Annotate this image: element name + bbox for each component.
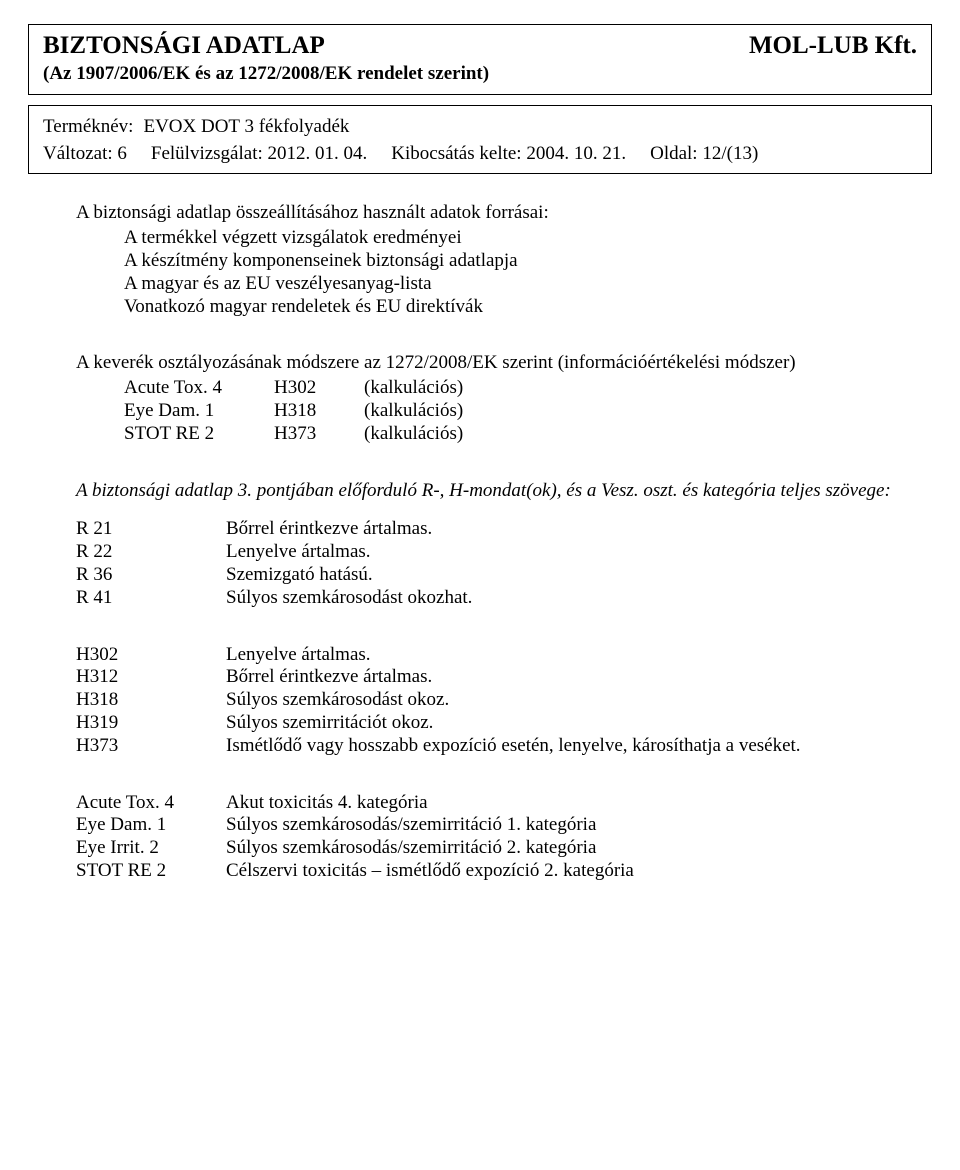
review-date: Felülvizsgálat: 2012. 01. 04. <box>151 143 367 166</box>
r-code: R 22 <box>76 541 226 564</box>
category-row: STOT RE 2 Célszervi toxicitás – ismétlőd… <box>76 860 932 883</box>
header-box-2: Terméknév: EVOX DOT 3 fékfolyadék Változ… <box>28 105 932 175</box>
class-row: Acute Tox. 4 H302 (kalkulációs) <box>124 377 932 400</box>
r-code: R 41 <box>76 587 226 610</box>
source-item: A magyar és az EU veszélyesanyag-lista <box>124 273 932 296</box>
h-text: Súlyos szemirritációt okoz. <box>226 712 932 735</box>
h-text: Lenyelve ártalmas. <box>226 644 932 667</box>
variant: Változat: 6 <box>43 143 127 166</box>
category-row: Eye Irrit. 2 Súlyos szemkárosodás/szemir… <box>76 837 932 860</box>
category-row: Eye Dam. 1 Súlyos szemkárosodás/szemirri… <box>76 814 932 837</box>
r-phrase-row: R 41 Súlyos szemkárosodást okozhat. <box>76 587 932 610</box>
categories-section: Acute Tox. 4 Akut toxicitás 4. kategória… <box>76 792 932 883</box>
product-label: Terméknév: <box>43 116 133 139</box>
h-phrase-row: H302 Lenyelve ártalmas. <box>76 644 932 667</box>
r-code: R 36 <box>76 564 226 587</box>
h-code: H318 <box>76 689 226 712</box>
class-code: Eye Dam. 1 <box>124 400 274 423</box>
sources-section: A biztonsági adatlap összeállításához ha… <box>76 202 932 318</box>
r-phrase-row: R 36 Szemizgató hatású. <box>76 564 932 587</box>
h-code: H302 <box>76 644 226 667</box>
cat-code: STOT RE 2 <box>76 860 226 883</box>
class-method: (kalkulációs) <box>364 423 932 446</box>
class-method: (kalkulációs) <box>364 377 932 400</box>
cat-text: Célszervi toxicitás – ismétlődő expozíci… <box>226 860 932 883</box>
page-number: Oldal: 12/(13) <box>650 143 758 166</box>
phrases-intro: A biztonsági adatlap 3. pontjában előfor… <box>76 480 932 503</box>
cat-text: Súlyos szemkárosodás/szemirritáció 2. ka… <box>226 837 932 860</box>
doc-title: BIZTONSÁGI ADATLAP <box>43 31 325 61</box>
cat-text: Súlyos szemkárosodás/szemirritáció 1. ka… <box>226 814 932 837</box>
r-phrase-row: R 22 Lenyelve ártalmas. <box>76 541 932 564</box>
sources-heading: A biztonsági adatlap összeállításához ha… <box>76 202 932 225</box>
company-name: MOL-LUB Kft. <box>749 31 917 61</box>
phrases-section: A biztonsági adatlap 3. pontjában előfor… <box>76 480 932 610</box>
h-phrase-row: H373 Ismétlődő vagy hosszabb expozíció e… <box>76 735 932 758</box>
cat-code: Eye Irrit. 2 <box>76 837 226 860</box>
classification-section: A keverék osztályozásának módszere az 12… <box>76 352 932 445</box>
r-text: Szemizgató hatású. <box>226 564 932 587</box>
h-code: H373 <box>76 735 226 758</box>
class-code: Acute Tox. 4 <box>124 377 274 400</box>
header-box-1: BIZTONSÁGI ADATLAP MOL-LUB Kft. (Az 1907… <box>28 24 932 95</box>
issue-date: Kibocsátás kelte: 2004. 10. 21. <box>391 143 626 166</box>
source-item: A készítmény komponenseinek biztonsági a… <box>124 250 932 273</box>
product-name: EVOX DOT 3 fékfolyadék <box>143 116 349 139</box>
h-phrase-row: H319 Súlyos szemirritációt okoz. <box>76 712 932 735</box>
h-phrase-row: H312 Bőrrel érintkezve ártalmas. <box>76 666 932 689</box>
doc-subtitle: (Az 1907/2006/EK és az 1272/2008/EK rend… <box>43 63 917 86</box>
class-hcode: H318 <box>274 400 364 423</box>
h-phrases-section: H302 Lenyelve ártalmas. H312 Bőrrel érin… <box>76 644 932 758</box>
h-text: Súlyos szemkárosodást okoz. <box>226 689 932 712</box>
cat-code: Acute Tox. 4 <box>76 792 226 815</box>
cat-text: Akut toxicitás 4. kategória <box>226 792 932 815</box>
r-text: Lenyelve ártalmas. <box>226 541 932 564</box>
class-code: STOT RE 2 <box>124 423 274 446</box>
class-hcode: H373 <box>274 423 364 446</box>
class-row: STOT RE 2 H373 (kalkulációs) <box>124 423 932 446</box>
h-text: Bőrrel érintkezve ártalmas. <box>226 666 932 689</box>
r-text: Súlyos szemkárosodást okozhat. <box>226 587 932 610</box>
r-text: Bőrrel érintkezve ártalmas. <box>226 518 932 541</box>
classification-heading: A keverék osztályozásának módszere az 12… <box>76 352 932 375</box>
source-item: A termékkel végzett vizsgálatok eredmény… <box>124 227 932 250</box>
h-code: H312 <box>76 666 226 689</box>
h-phrase-row: H318 Súlyos szemkárosodást okoz. <box>76 689 932 712</box>
class-row: Eye Dam. 1 H318 (kalkulációs) <box>124 400 932 423</box>
h-text: Ismétlődő vagy hosszabb expozíció esetén… <box>226 735 932 758</box>
source-item: Vonatkozó magyar rendeletek és EU direkt… <box>124 296 932 319</box>
r-code: R 21 <box>76 518 226 541</box>
r-phrase-row: R 21 Bőrrel érintkezve ártalmas. <box>76 518 932 541</box>
cat-code: Eye Dam. 1 <box>76 814 226 837</box>
class-method: (kalkulációs) <box>364 400 932 423</box>
category-row: Acute Tox. 4 Akut toxicitás 4. kategória <box>76 792 932 815</box>
h-code: H319 <box>76 712 226 735</box>
class-hcode: H302 <box>274 377 364 400</box>
